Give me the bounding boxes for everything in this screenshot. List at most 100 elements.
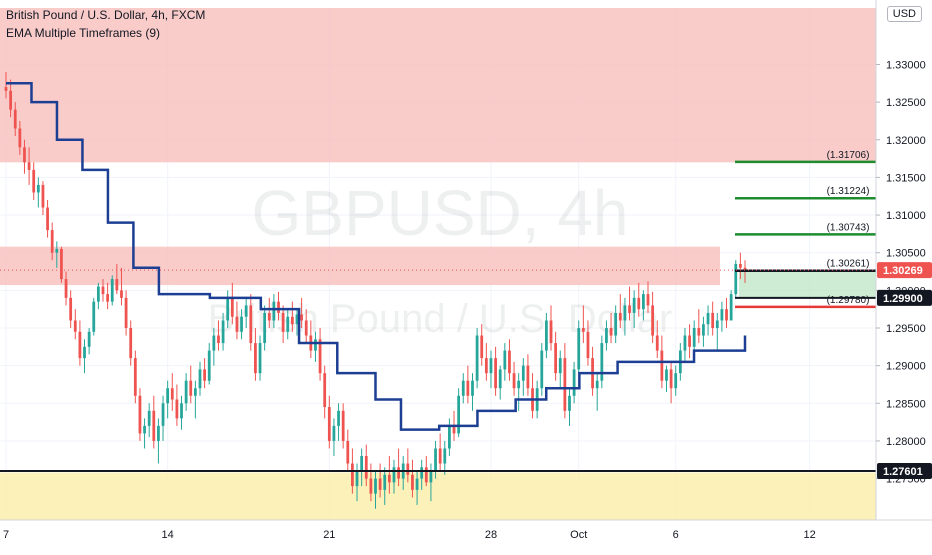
candle-body <box>203 369 206 380</box>
candle-body <box>582 328 585 332</box>
candle-body <box>513 373 516 388</box>
y-tick-label: 1.29500 <box>886 323 926 335</box>
candle-body <box>176 400 179 419</box>
watermark-symbol: GBPUSD, 4h <box>251 177 628 249</box>
candle-body <box>342 411 345 441</box>
candle-body <box>633 298 636 313</box>
candle-body <box>180 403 183 418</box>
candle-body <box>628 305 631 313</box>
candle-body <box>185 381 188 404</box>
y-tick-label: 1.31000 <box>886 210 926 222</box>
chart-title: British Pound / U.S. Dollar, 4h, FXCM <box>6 8 205 22</box>
candle-body <box>462 381 465 396</box>
candle-body <box>23 147 26 162</box>
level-label: (1.31706) <box>827 150 870 161</box>
y-tick-label: 1.29000 <box>886 361 926 373</box>
candle-body <box>268 313 271 321</box>
candle-body <box>337 411 340 426</box>
candle-body <box>319 339 322 373</box>
candle-body <box>485 358 488 373</box>
candle-body <box>55 249 58 253</box>
candle-body <box>51 230 54 253</box>
y-tick-label: 1.32500 <box>886 97 926 109</box>
candle-body <box>550 320 553 343</box>
candle-body <box>596 381 599 389</box>
y-tick-label: 1.30500 <box>886 248 926 260</box>
candle-body <box>245 305 248 316</box>
candle-body <box>323 373 326 407</box>
candle-body <box>619 313 622 321</box>
candle-body <box>115 279 118 290</box>
price-badge-label: 1.29900 <box>883 293 923 305</box>
candle-body <box>120 290 123 298</box>
candle-body <box>65 279 68 298</box>
candle-body <box>236 317 239 332</box>
candle-body <box>711 313 714 328</box>
candle-body <box>527 366 530 389</box>
candle-body <box>739 264 742 268</box>
candle-body <box>273 302 276 321</box>
zone-supply-mid <box>0 247 720 285</box>
candle-body <box>46 208 49 231</box>
candle-body <box>568 396 571 411</box>
candle-body <box>457 396 460 434</box>
candle-body <box>5 87 8 91</box>
candle-body <box>716 320 719 328</box>
candle-body <box>503 351 506 370</box>
candle-body <box>125 298 128 328</box>
candle-body <box>499 369 502 388</box>
candle-body <box>60 249 63 279</box>
position-target-area <box>739 271 876 298</box>
candle-body <box>208 351 211 381</box>
indicator-legend[interactable]: EMA Multiple Timeframes (9) <box>6 26 160 40</box>
candle-body <box>490 358 493 373</box>
candle-body <box>577 328 580 369</box>
candle-body <box>656 336 659 351</box>
candle-body <box>651 305 654 335</box>
candle-body <box>721 309 724 320</box>
candle-body <box>300 314 303 320</box>
candle-body <box>388 475 391 483</box>
candle-body <box>32 170 35 193</box>
level-label: (1.31224) <box>827 186 870 197</box>
candle-body <box>162 403 165 426</box>
x-tick-label: 14 <box>162 529 174 541</box>
candle-body <box>665 369 668 380</box>
candle-body <box>734 264 737 294</box>
level-label: (1.30743) <box>827 222 870 233</box>
x-tick-label: 7 <box>3 529 9 541</box>
candle-body <box>448 426 451 449</box>
candle-body <box>369 479 372 494</box>
candle-body <box>217 336 220 344</box>
candle-body <box>393 467 396 482</box>
candle-body <box>697 328 700 336</box>
zone-demand-bottom <box>0 473 876 520</box>
candle-body <box>166 388 169 403</box>
candle-body <box>249 305 252 343</box>
candle-body <box>226 298 229 321</box>
x-tick-label: Oct <box>570 529 587 541</box>
candle-body <box>610 328 613 336</box>
candle-body <box>263 313 266 343</box>
candle-body <box>517 381 520 389</box>
candle-body <box>411 475 414 490</box>
candle-body <box>106 294 109 302</box>
candle-body <box>134 358 137 396</box>
candle-body <box>379 479 382 490</box>
candle-body <box>624 305 627 320</box>
currency-button[interactable]: USD <box>887 6 922 22</box>
candle-body <box>42 185 45 208</box>
candle-body <box>508 351 511 374</box>
candle-body <box>480 336 483 359</box>
candle-body <box>466 381 469 396</box>
candle-body <box>559 358 562 373</box>
candle-body <box>28 162 31 170</box>
candle-body <box>522 366 525 381</box>
candle-body <box>351 464 354 487</box>
candle-body <box>406 464 409 475</box>
candle-body <box>476 336 479 381</box>
candle-body <box>614 313 617 336</box>
candle-body <box>171 388 174 399</box>
